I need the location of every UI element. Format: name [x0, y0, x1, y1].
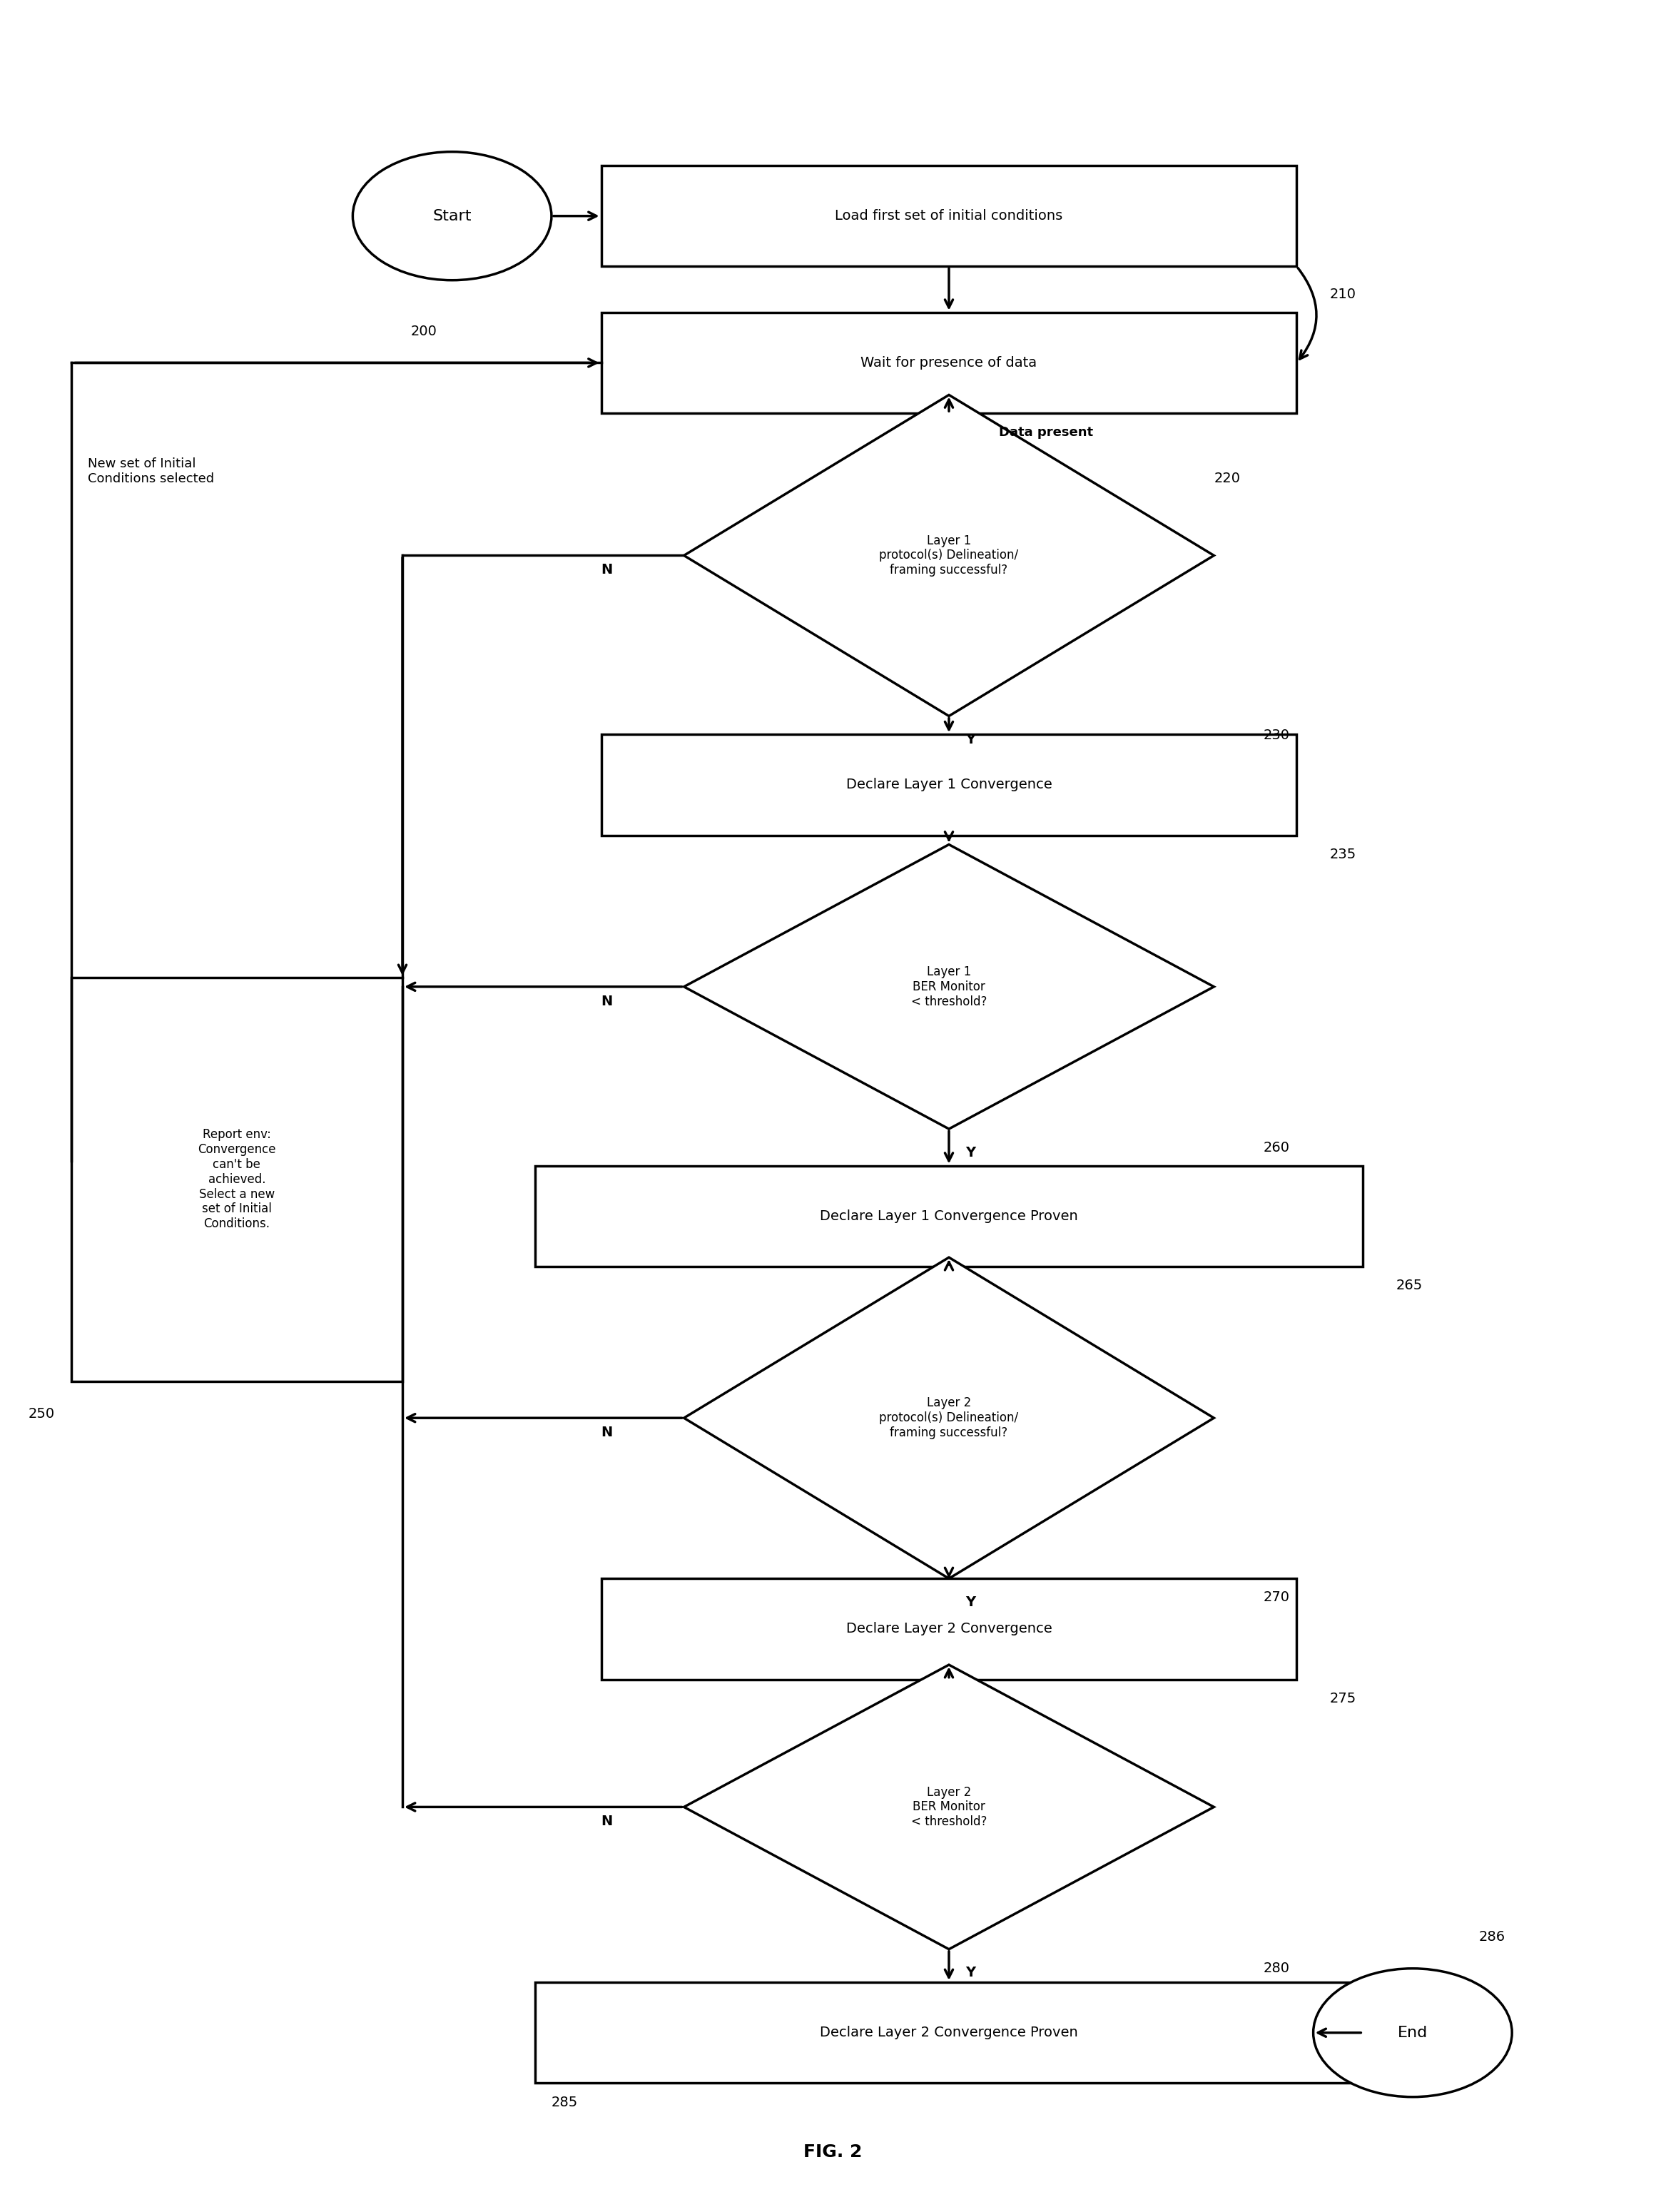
FancyBboxPatch shape	[601, 734, 1296, 836]
Text: Report env:
Convergence
can't be
achieved.
Select a new
set of Initial
Condition: Report env: Convergence can't be achieve…	[198, 1128, 277, 1230]
Text: Layer 1
protocol(s) Delineation/
framing successful?: Layer 1 protocol(s) Delineation/ framing…	[880, 535, 1018, 577]
Text: 210: 210	[1329, 288, 1356, 301]
Text: Declare Layer 1 Convergence: Declare Layer 1 Convergence	[846, 779, 1051, 792]
FancyBboxPatch shape	[601, 1579, 1296, 1679]
Text: 230: 230	[1263, 728, 1289, 741]
Text: N: N	[601, 1814, 613, 1827]
Text: 286: 286	[1479, 1931, 1506, 1944]
Text: 235: 235	[1329, 847, 1356, 860]
Polygon shape	[685, 845, 1215, 1128]
Ellipse shape	[1313, 1969, 1513, 2097]
FancyBboxPatch shape	[72, 978, 403, 1380]
FancyBboxPatch shape	[535, 1166, 1363, 1267]
Text: 260: 260	[1263, 1141, 1289, 1155]
Text: Y: Y	[966, 732, 976, 745]
Text: 275: 275	[1329, 1692, 1356, 1705]
FancyBboxPatch shape	[535, 1982, 1363, 2084]
Text: 270: 270	[1263, 1590, 1289, 1604]
FancyBboxPatch shape	[601, 166, 1296, 265]
Text: N: N	[601, 1425, 613, 1440]
Text: 285: 285	[551, 2095, 578, 2108]
FancyBboxPatch shape	[601, 312, 1296, 414]
Text: N: N	[601, 995, 613, 1009]
Text: Wait for presence of data: Wait for presence of data	[861, 356, 1038, 369]
Text: Data present: Data present	[998, 427, 1093, 438]
Text: 265: 265	[1396, 1279, 1423, 1292]
Text: Y: Y	[966, 1966, 976, 1980]
Text: Declare Layer 2 Convergence: Declare Layer 2 Convergence	[846, 1621, 1051, 1637]
Text: End: End	[1398, 2026, 1428, 2039]
Text: Layer 2
protocol(s) Delineation/
framing successful?: Layer 2 protocol(s) Delineation/ framing…	[880, 1396, 1018, 1440]
Text: Y: Y	[966, 1146, 976, 1159]
Text: Declare Layer 2 Convergence Proven: Declare Layer 2 Convergence Proven	[820, 2026, 1078, 2039]
Text: Load first set of initial conditions: Load first set of initial conditions	[835, 210, 1063, 223]
Polygon shape	[685, 396, 1215, 717]
Text: Start: Start	[433, 208, 471, 223]
Polygon shape	[685, 1256, 1215, 1579]
Text: 250: 250	[28, 1407, 55, 1420]
Text: 200: 200	[412, 325, 436, 338]
Polygon shape	[685, 1666, 1215, 1949]
Text: Layer 2
BER Monitor
< threshold?: Layer 2 BER Monitor < threshold?	[911, 1785, 986, 1829]
Text: Declare Layer 1 Convergence Proven: Declare Layer 1 Convergence Proven	[820, 1210, 1078, 1223]
Ellipse shape	[353, 153, 551, 281]
Text: 220: 220	[1215, 471, 1240, 484]
Text: FIG. 2: FIG. 2	[803, 2143, 863, 2161]
Text: N: N	[601, 564, 613, 577]
Text: Y: Y	[966, 1595, 976, 1608]
Text: New set of Initial
Conditions selected: New set of Initial Conditions selected	[88, 458, 215, 484]
Text: Layer 1
BER Monitor
< threshold?: Layer 1 BER Monitor < threshold?	[911, 964, 986, 1009]
Text: 280: 280	[1263, 1962, 1289, 1975]
